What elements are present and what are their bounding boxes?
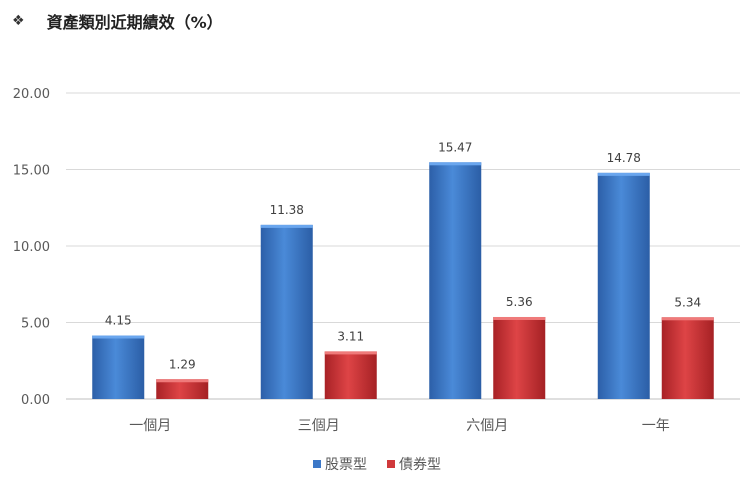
bar-股票型-三個月 bbox=[260, 224, 313, 399]
data-label: 1.29 bbox=[169, 357, 196, 371]
bar-債券型-三個月 bbox=[324, 351, 377, 399]
legend-item: 債券型 bbox=[387, 457, 441, 473]
bar-股票型-一個月 bbox=[92, 335, 145, 399]
data-label: 5.36 bbox=[506, 295, 533, 309]
x-category-label: 一年 bbox=[642, 418, 670, 434]
bar-股票型-一年 bbox=[597, 172, 650, 399]
legend-swatch bbox=[387, 460, 395, 468]
y-tick-label: 5.00 bbox=[21, 317, 50, 332]
bar-top-bevel bbox=[429, 162, 482, 166]
data-label: 15.47 bbox=[438, 140, 472, 154]
data-label: 14.78 bbox=[607, 151, 641, 165]
y-tick-label: 15.00 bbox=[13, 164, 50, 179]
data-label: 4.15 bbox=[105, 314, 132, 328]
bar-top-bevel bbox=[597, 172, 650, 176]
bar-top-bevel bbox=[92, 335, 145, 339]
data-label: 3.11 bbox=[337, 329, 364, 343]
bar-債券型-六個月 bbox=[493, 316, 546, 399]
legend-swatch bbox=[313, 460, 321, 468]
diamond-bullet-icon: ❖ bbox=[12, 13, 25, 29]
y-tick-label: 20.00 bbox=[13, 87, 50, 102]
y-tick-label: 10.00 bbox=[13, 240, 50, 255]
bar-top-bevel bbox=[493, 316, 546, 320]
x-category-label: 一個月 bbox=[129, 418, 171, 434]
chart-title: 資產類別近期績效（%） bbox=[46, 13, 223, 32]
y-tick-label: 0.00 bbox=[21, 393, 50, 408]
chart-title-row: ❖ 資產類別近期績效（%） bbox=[12, 8, 223, 34]
bar-top-bevel bbox=[661, 317, 714, 321]
data-label: 11.38 bbox=[270, 203, 304, 217]
bar-top-bevel bbox=[260, 224, 313, 228]
x-category-label: 六個月 bbox=[466, 418, 508, 434]
bar-股票型-六個月 bbox=[429, 162, 482, 399]
legend-label: 債券型 bbox=[399, 457, 441, 473]
bar-債券型-一個月 bbox=[156, 379, 209, 399]
data-label: 5.34 bbox=[674, 295, 701, 309]
x-category-label: 三個月 bbox=[298, 418, 340, 434]
legend-label: 股票型 bbox=[325, 457, 367, 473]
bar-top-bevel bbox=[156, 379, 209, 383]
bar-債券型-一年 bbox=[661, 317, 714, 399]
bar-top-bevel bbox=[324, 351, 377, 355]
legend-item: 股票型 bbox=[313, 457, 367, 473]
